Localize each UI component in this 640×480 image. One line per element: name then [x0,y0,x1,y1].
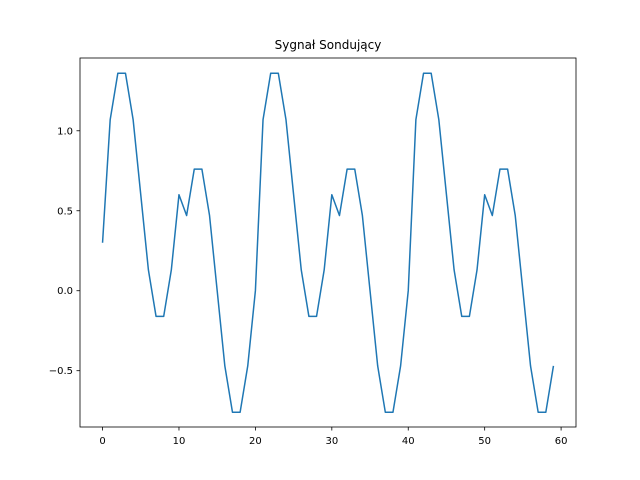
x-tick-label: 40 [402,436,415,447]
y-tick-label: −0.5 [49,366,73,377]
y-tick-label: 0.5 [57,206,73,217]
series-line [101,72,555,414]
x-tick-label: 50 [478,436,491,447]
y-tick-label: 1.0 [57,126,73,137]
y-tick-label: 0.0 [57,286,73,297]
chart-title: Sygnał Sondujący [275,38,382,52]
x-tick-label: 60 [555,436,568,447]
x-tick-label: 10 [173,436,186,447]
x-tick-label: 20 [249,436,262,447]
x-axis: 0 10 20 30 40 50 60 [99,427,567,447]
x-tick-label: 30 [325,436,338,447]
x-tick-label: 0 [99,436,105,447]
axes-frame [79,57,577,428]
y-axis: −0.5 0.0 0.5 1.0 [49,126,80,377]
